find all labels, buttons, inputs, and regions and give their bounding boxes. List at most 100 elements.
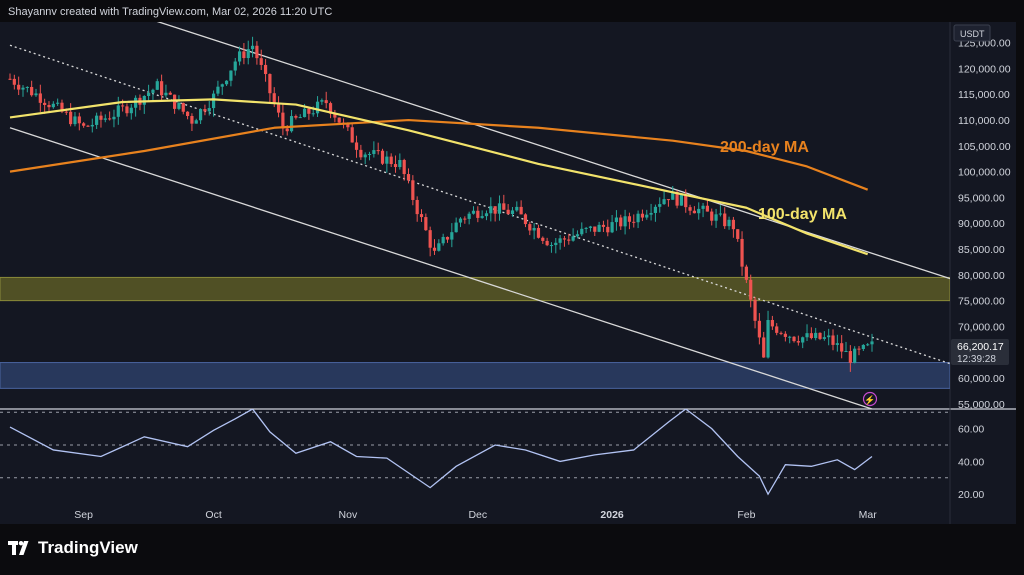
candle-body — [125, 106, 129, 114]
price-tick-label: 75,000.00 — [958, 296, 1005, 308]
candle-body — [489, 206, 493, 214]
price-tick-label: 110,000.00 — [958, 115, 1010, 127]
candle-body — [718, 213, 722, 215]
candle-body — [237, 51, 242, 62]
ma100-line — [9, 98, 869, 256]
price-tick-label: 60,000.00 — [958, 373, 1005, 385]
candle-body — [164, 92, 168, 96]
candle-body — [653, 206, 658, 213]
candle-body — [471, 210, 476, 214]
candle-body — [116, 105, 120, 117]
candle-body — [82, 123, 86, 126]
candle-body — [250, 45, 255, 50]
candle-body — [17, 84, 21, 90]
candle-body — [372, 150, 376, 154]
last-price-badge — [951, 339, 1009, 366]
candle-body — [844, 351, 848, 353]
candle-body — [454, 222, 458, 233]
candle-body — [554, 242, 558, 246]
candle-body — [484, 213, 489, 217]
candle-body — [727, 219, 731, 227]
candle-body — [190, 116, 194, 124]
currency-label: USDT — [960, 29, 985, 39]
candle-body — [151, 89, 155, 93]
candle-body — [736, 229, 740, 239]
candle-body — [8, 78, 12, 80]
candle-body — [822, 337, 826, 339]
tradingview-wordmark: TradingView — [38, 538, 138, 557]
candle-body — [47, 105, 51, 108]
time-tick-label: Mar — [859, 509, 878, 521]
candle-body — [731, 219, 735, 230]
candle-body — [207, 108, 211, 112]
candle-body — [701, 205, 705, 209]
price-tick-label: 105,000.00 — [958, 141, 1011, 153]
tradingview-brand[interactable]: TradingView — [8, 535, 138, 561]
candle-body — [770, 320, 774, 327]
candle-body — [749, 279, 753, 300]
candle-body — [671, 192, 675, 200]
candle-body — [129, 107, 133, 114]
candle-body — [627, 216, 632, 222]
candle-body — [666, 199, 671, 201]
ma100-label: 100-day MA — [758, 206, 847, 223]
price-axis-background — [950, 22, 1016, 504]
candle-body — [692, 210, 697, 214]
candle-body — [155, 81, 159, 90]
candle-body — [211, 93, 216, 109]
candle-body — [229, 70, 233, 81]
candle-body — [463, 218, 467, 220]
candle-body — [302, 108, 307, 118]
candle-body — [77, 116, 81, 124]
candle-body — [437, 243, 441, 251]
candle-body — [476, 210, 480, 218]
candle-body — [285, 128, 289, 132]
candle-body — [814, 332, 818, 339]
candle-body — [168, 92, 172, 95]
candle-body — [289, 116, 294, 132]
candle-body — [610, 222, 614, 233]
currency-badge[interactable] — [953, 24, 991, 42]
candle-body — [588, 226, 593, 228]
candle-body — [744, 266, 748, 280]
candle-body — [160, 81, 164, 96]
candle-body — [497, 203, 502, 214]
candle-body — [220, 84, 224, 87]
rsi-line — [9, 409, 873, 496]
candle-body — [506, 209, 510, 214]
candle-body — [406, 174, 411, 181]
candle-body — [575, 234, 580, 237]
candle-body — [458, 218, 463, 223]
plot-background — [0, 22, 950, 504]
candle-body — [818, 332, 822, 339]
candle-body — [203, 109, 207, 112]
time-tick-label: Dec — [468, 509, 487, 521]
candle-body — [757, 320, 761, 338]
candle-body — [619, 217, 623, 227]
candle-body — [346, 123, 350, 128]
candle-body — [467, 213, 471, 219]
candle-body — [402, 160, 406, 175]
candle-body — [796, 341, 800, 343]
channel-mid-dotted-line — [9, 44, 950, 365]
candle-body — [545, 240, 549, 246]
candle-body — [103, 118, 107, 120]
candle-body — [294, 116, 298, 118]
candle-body — [831, 335, 835, 345]
candle-body — [779, 332, 783, 334]
candle-body — [311, 113, 315, 115]
candle-body — [523, 214, 528, 225]
candle-body — [649, 212, 653, 215]
candle-body — [861, 344, 865, 350]
candle-body — [363, 154, 367, 158]
candle-body — [263, 64, 268, 75]
candle-body — [688, 207, 692, 211]
event-marker-icon[interactable] — [862, 391, 878, 407]
candle-body — [428, 230, 432, 248]
candle-body — [801, 337, 805, 343]
candle-body — [268, 74, 272, 94]
candle-body — [740, 238, 744, 267]
candle-body — [64, 111, 68, 113]
candle-body — [320, 100, 324, 102]
